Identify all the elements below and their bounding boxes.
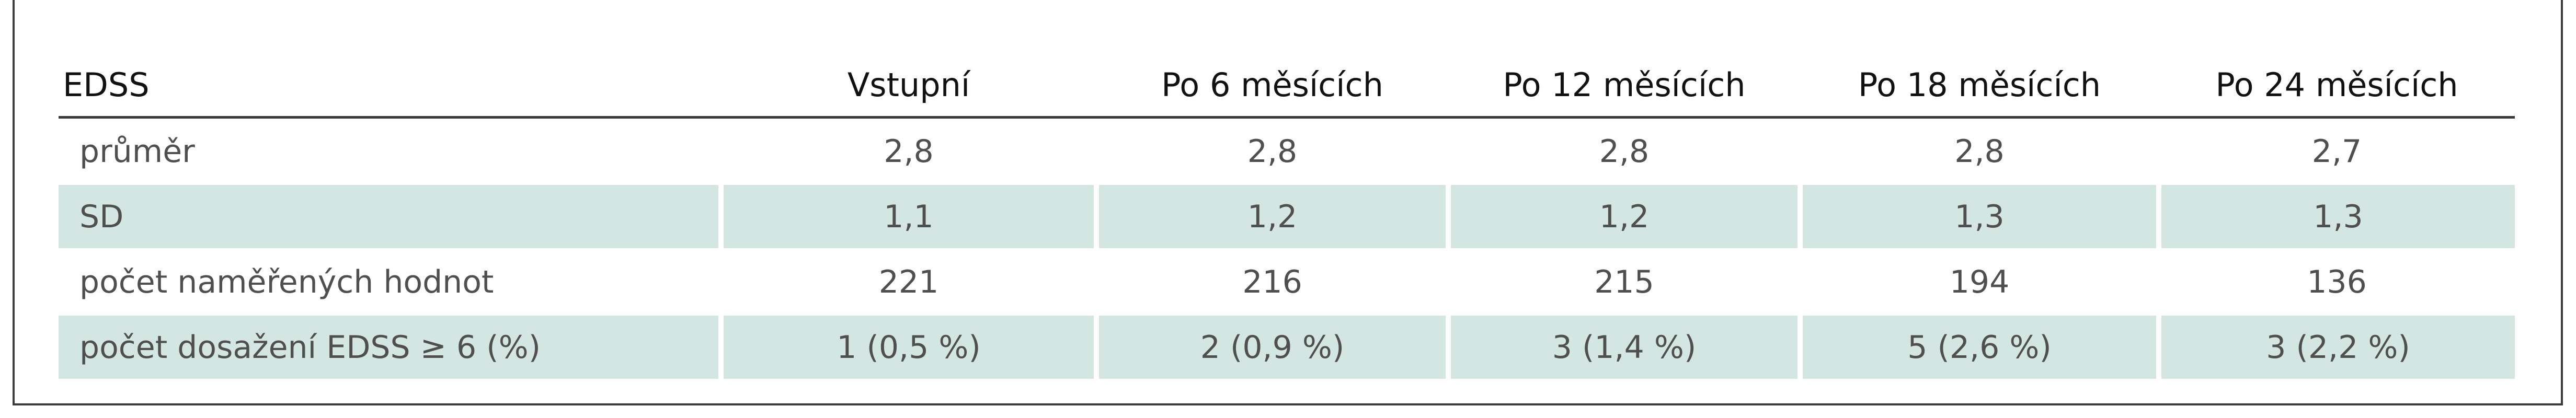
table-cell: 194 <box>1949 263 2010 300</box>
table-cell: 1,3 <box>2159 184 2515 249</box>
header-12-months: Po 12 měsících <box>1448 53 1800 119</box>
table-cell: 216 <box>1242 263 1302 300</box>
table-row-pocet-hodnot: počet naměřených hodnot 221 216 215 194 … <box>59 249 2515 315</box>
table-frame <box>13 0 2563 405</box>
edss-table: EDSS Vstupní Po 6 měsících Po 12 měsícíc… <box>59 53 2515 380</box>
table-cell: 3 (2,2 %) <box>2159 315 2515 380</box>
table-cell: 2,7 <box>2311 133 2362 170</box>
table-cell: 136 <box>2307 263 2367 300</box>
table-cell: 215 <box>1594 263 1654 300</box>
header-edss: EDSS <box>59 53 721 119</box>
row-label: počet naměřených hodnot <box>79 263 494 300</box>
table-row-pocet-edss: počet dosažení EDSS ≥ 6 (%) 1 (0,5 %) 2 … <box>59 315 2515 380</box>
table-cell: 221 <box>878 263 939 300</box>
header-18-months: Po 18 měsících <box>1800 53 2159 119</box>
table-cell: 1,3 <box>1800 184 2159 249</box>
table-cell: 1,2 <box>1448 184 1800 249</box>
table-cell: 2,8 <box>1599 133 1650 170</box>
table-cell: 1,2 <box>1096 184 1448 249</box>
table-cell: 2,8 <box>884 133 934 170</box>
row-label: průměr <box>79 133 195 170</box>
header-vstupni: Vstupní <box>721 53 1096 119</box>
row-label: počet dosažení EDSS ≥ 6 (%) <box>59 315 721 380</box>
table-cell: 2 (0,9 %) <box>1096 315 1448 380</box>
row-label: SD <box>59 184 721 249</box>
table-cell: 2,8 <box>1247 133 1298 170</box>
header-24-months: Po 24 měsících <box>2159 53 2515 119</box>
header-row: EDSS Vstupní Po 6 měsících Po 12 měsícíc… <box>59 53 2515 119</box>
header-6-months: Po 6 měsících <box>1096 53 1448 119</box>
table-cell: 1,1 <box>721 184 1096 249</box>
table-cell: 3 (1,4 %) <box>1448 315 1800 380</box>
table-cell: 2,8 <box>1954 133 2005 170</box>
table-row-sd: SD 1,1 1,2 1,2 1,3 1,3 <box>59 184 2515 249</box>
table-cell: 1 (0,5 %) <box>721 315 1096 380</box>
table-row-prumer: průměr 2,8 2,8 2,8 2,8 2,7 <box>59 119 2515 184</box>
table-cell: 5 (2,6 %) <box>1800 315 2159 380</box>
